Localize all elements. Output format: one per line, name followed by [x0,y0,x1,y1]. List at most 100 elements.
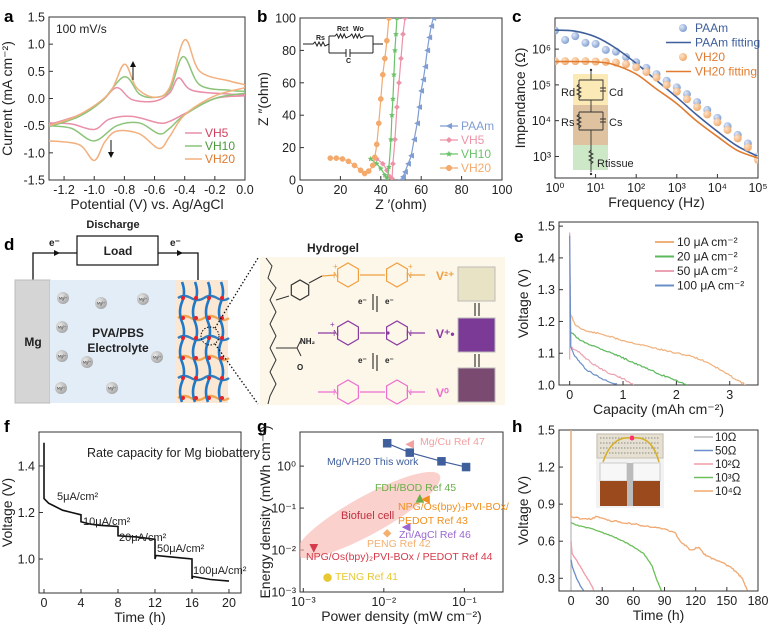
x-tick-label: 80 [455,183,469,197]
current-arrow-icon [177,250,183,256]
series-VH20 [49,39,245,162]
series-Mg/VH20 This work [382,439,471,472]
x-tick-label: 10⁻³ [291,595,316,609]
data-point [430,18,437,22]
nitrogen-label: N [333,271,339,280]
point-label: TENG Ref 41 [335,571,398,583]
x-axis-title: Z ′(ohm) [375,196,427,212]
x-tick-label: 10⁵ [748,181,767,195]
x-tick-label: 10⁻² [371,595,396,609]
circuit-label: Rs [561,117,575,129]
crosslink-node [207,376,211,380]
legend-label: VH20 [205,152,235,166]
series-PAAm [397,18,437,180]
y-tick-label: 10⁻³ [271,586,296,600]
data-point [399,173,406,180]
data-point [407,152,414,159]
y-tick-label: 10⁴ [532,114,551,128]
polymer-chain [204,281,212,403]
data-point [381,171,388,178]
point-label: PENG Ref 42 [367,538,431,550]
wires [602,437,660,463]
circuit-wires [303,32,383,57]
y-tick-label: 1.4 [538,251,555,265]
data-point [397,176,404,180]
data-point [389,95,397,102]
y-tick-label: 0.3 [538,572,555,586]
y-tick-label: 1.5 [28,11,45,25]
polymer-network [177,281,230,403]
plot-area [555,26,758,164]
hydrogel-title: Hydrogel [307,241,359,255]
data-point [414,120,421,127]
mg-ion-label: Mg²⁺ [97,302,105,306]
legend-label: VH5 [461,133,485,147]
electron-label: e⁻ [385,297,394,306]
data-point [682,95,691,104]
load-label: Load [104,244,133,258]
y-tick-label: 10³ [533,150,551,164]
legend-marker [679,24,687,32]
x-axis-title: Capacity (mAh cm⁻²) [593,401,724,417]
crosslink-node [181,356,185,360]
mg-ion-icon [95,297,107,309]
x-axis-title: Power density (mW cm⁻²) [321,608,482,624]
x-tick-label: 0 [566,388,573,402]
legend-label: 100 μA cm⁻² [677,279,744,293]
y-tick-label: -0.5 [23,119,45,133]
crosslink-node [220,376,224,380]
circuit-label: Cs [609,117,623,129]
fit-line [555,60,758,159]
circuit-label: Rs [316,35,325,42]
data-point [713,118,722,127]
chart-panel-f: f 0 4 8 12 16 20 1.0 1.2 1.4 Time (h) Voltage (V) Ra… [0,417,261,625]
mg-anode-label: Mg [24,335,41,349]
panel-letter: c [512,7,521,26]
nitrogen-label: N [406,271,412,280]
cell-top [599,462,628,482]
crosslink-node [194,316,198,320]
x-tick-label: 8 [115,596,122,610]
y-tick-label: 1.2 [538,315,555,329]
panel-letter: e [514,227,523,246]
led-icon [629,435,635,441]
mg-ion-icon [137,293,149,305]
legend-label: VH10 [205,139,235,153]
cell-top [632,462,661,482]
data-point [389,160,396,167]
y-tick-label: -1.0 [23,146,45,160]
data-point [375,120,382,127]
panel-letter: h [512,417,522,436]
series-line [386,442,467,468]
data-point [395,18,399,21]
data-point [391,47,399,54]
data-point [357,167,364,174]
pyridinium-ring [337,320,359,346]
circuit-label: Rd [561,87,575,99]
series-VH20 fitting [555,60,758,159]
viologen-state-label: V⁺• [436,327,455,341]
panel-letter: b [257,7,267,26]
x-tick-label: 0 [297,183,304,197]
mg-ion-label: Mg²⁺ [58,355,66,359]
mg-ion-label: Mg²⁺ [58,326,66,330]
x-tick-label: 60 [414,183,428,197]
y-tick-label: 0.9 [538,498,555,512]
series-FDH/BOD Ref 45 [415,493,425,503]
y-tick-label: 1.0 [18,553,35,567]
crosslink-node [194,296,198,300]
series-50Ω [570,559,585,591]
legend-label: 10 μA cm⁻² [677,235,738,249]
data-point [622,60,631,69]
data-point [365,168,372,174]
y-tick-label: 10⁻¹ [271,502,296,516]
data-point [642,67,651,76]
mg-ion-label: Mg²⁺ [108,387,116,391]
reversible-arrow-icon [474,303,480,316]
data-point [410,136,417,143]
x-tick-label: 3 [726,388,733,402]
y-tick-label: 10⁶ [532,43,551,57]
mg-ion-icon [81,356,93,368]
data-point [428,23,435,30]
chart-panel-e: e 0 1 2 3 1.0 1.1 1.2 1.3 1.4 1.5 Capacity (mAh cm⁻… [514,220,759,417]
